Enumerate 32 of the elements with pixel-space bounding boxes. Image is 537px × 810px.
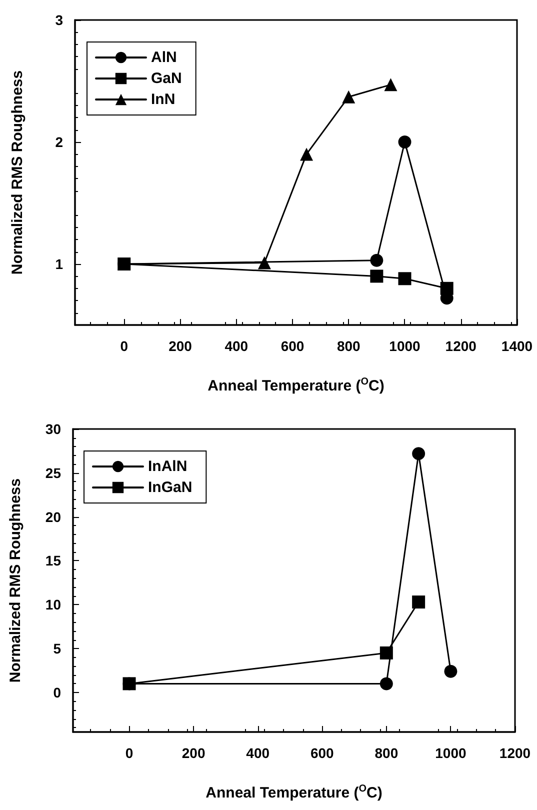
x-tick-label: 1200 bbox=[445, 338, 477, 354]
y-tick-label: 0 bbox=[53, 684, 62, 700]
x-tick-label: 200 bbox=[182, 745, 206, 761]
x-tick-label: 200 bbox=[168, 338, 192, 354]
x-tick-label: 1400 bbox=[501, 338, 533, 354]
x-tick-label: 1000 bbox=[435, 745, 466, 761]
x-tick-label: 800 bbox=[336, 338, 361, 354]
x-tick-label: 0 bbox=[120, 338, 128, 354]
legend-label: AlN bbox=[151, 49, 177, 66]
y-axis-title: Normalized RMS Roughness bbox=[9, 70, 26, 275]
x-tick-label: 1200 bbox=[499, 745, 531, 761]
y-tick-label: 2 bbox=[55, 134, 64, 150]
x-tick-label: 0 bbox=[125, 745, 134, 761]
x-tick-label: 800 bbox=[374, 745, 398, 761]
y-tick-label: 5 bbox=[53, 640, 62, 657]
y-tick-label: 20 bbox=[45, 508, 62, 525]
x-tick-label: 1000 bbox=[389, 338, 421, 354]
legend-label: GaN bbox=[151, 70, 182, 87]
y-tick-label: 3 bbox=[55, 12, 64, 28]
x-tick-label: 400 bbox=[224, 338, 248, 354]
y-tick-label: 15 bbox=[45, 552, 62, 569]
legend-label: InAlN bbox=[148, 458, 188, 475]
x-tick-label: 600 bbox=[280, 338, 304, 354]
y-tick-label: 30 bbox=[45, 421, 62, 437]
legend-label: InN bbox=[151, 91, 176, 108]
y-tick-label: 10 bbox=[45, 596, 62, 613]
x-tick-label: 600 bbox=[310, 745, 334, 761]
y-axis-title: Normalized RMS Roughness bbox=[7, 478, 24, 683]
legend-label: InGaN bbox=[148, 479, 192, 496]
x-tick-label: 400 bbox=[246, 745, 270, 761]
y-tick-label: 1 bbox=[55, 256, 64, 272]
y-tick-label: 25 bbox=[45, 464, 62, 481]
